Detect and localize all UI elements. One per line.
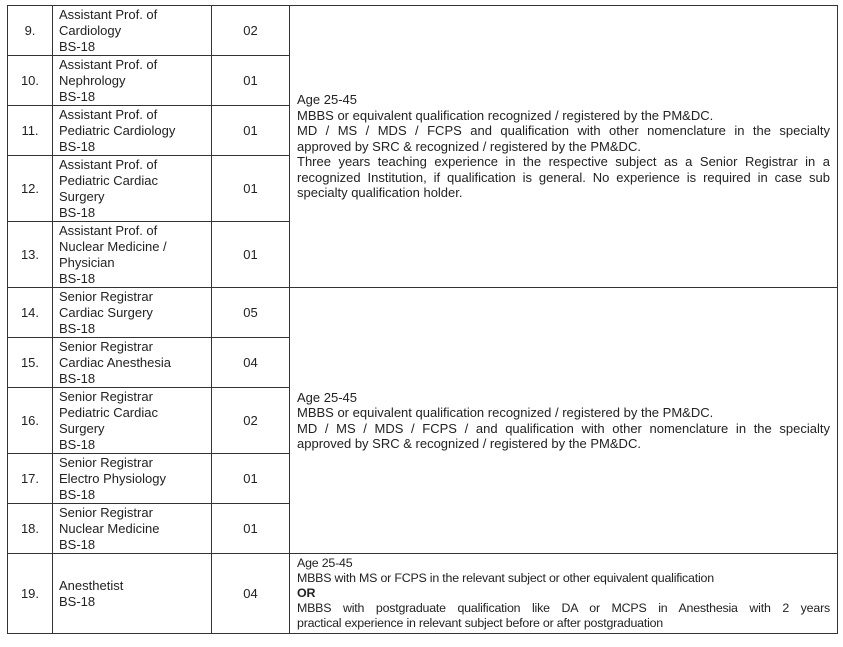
requirement-line: MBBS or equivalent qualification recogni… [297, 405, 714, 420]
table-row: 19. Anesthetist BS-18 04 Age 25-45 MBBS … [7, 553, 838, 634]
requirement-line: Age 25-45 [297, 389, 357, 405]
position-cell: Anesthetist BS-18 [52, 553, 212, 634]
vacancy-count: 01 [211, 55, 290, 106]
table-row: 17. Senior Registrar Electro Physiology … [7, 453, 838, 504]
row-number: 11. [7, 105, 53, 156]
requirements-cell-group1: Age 25-45 MBBS or equivalent qualificati… [289, 5, 838, 288]
vacancy-count: 05 [211, 287, 290, 338]
requirement-line: Three years teaching experience in the r… [297, 154, 830, 170]
vacancy-count: 01 [211, 221, 290, 288]
position-cell: Assistant Prof. of Pediatric Cardiac Sur… [52, 155, 212, 222]
position-cell: Senior Registrar Cardiac Surgery BS-18 [52, 287, 212, 338]
vacancy-count: 01 [211, 453, 290, 504]
row-number: 13. [7, 221, 53, 288]
row-number: 18. [7, 503, 53, 554]
table-row: 10. Assistant Prof. of Nephrology BS-18 … [7, 55, 838, 106]
table-row: 13. Assistant Prof. of Nuclear Medicine … [7, 221, 838, 288]
table-row: 15. Senior Registrar Cardiac Anesthesia … [7, 337, 838, 388]
vacancy-count: 02 [211, 387, 290, 454]
row-number: 10. [7, 55, 53, 106]
table-row: 16. Senior Registrar Pediatric Cardiac S… [7, 387, 838, 454]
vacancy-count: 01 [211, 503, 290, 554]
vacancy-count: 01 [211, 105, 290, 156]
requirement-line: Age 25-45 [297, 92, 357, 108]
vacancy-count: 01 [211, 155, 290, 222]
requirements-cell-group3: Age 25-45 MBBS with MS or FCPS in the re… [289, 553, 838, 634]
requirement-line: Age 25-45 [297, 556, 353, 570]
position-cell: Senior Registrar Pediatric Cardiac Surge… [52, 387, 212, 454]
position-cell: Senior Registrar Electro Physiology BS-1… [52, 453, 212, 504]
position-cell: Senior Registrar Cardiac Anesthesia BS-1… [52, 337, 212, 388]
vacancy-count: 02 [211, 5, 290, 56]
row-number: 14. [7, 287, 53, 338]
vacancies-table: 9. Assistant Prof. of Cardiology BS-18 0… [7, 5, 838, 634]
requirement-line: MBBS with MS or FCPS in the relevant sub… [297, 571, 714, 585]
position-cell: Assistant Prof. of Nephrology BS-18 [52, 55, 212, 106]
requirements-cell-group2: Age 25-45 MBBS or equivalent qualificati… [289, 287, 838, 554]
table-row: 9. Assistant Prof. of Cardiology BS-18 0… [7, 5, 838, 288]
position-cell: Assistant Prof. of Cardiology BS-18 [52, 5, 212, 56]
requirement-line: MBBS or equivalent qualification recogni… [297, 107, 714, 123]
requirement-line: approved by SRC & recognized / registere… [297, 436, 641, 451]
requirement-line: specialty qualification holder. [297, 185, 463, 201]
position-cell: Assistant Prof. of Pediatric Cardiology … [52, 105, 212, 156]
vacancy-count: 04 [211, 337, 290, 388]
vacancy-count: 04 [211, 553, 290, 634]
row-number: 16. [7, 387, 53, 454]
row-number: 17. [7, 453, 53, 504]
row-number: 19. [7, 553, 53, 634]
requirement-line: MD / MS / MDS / FCPS and qualification w… [297, 123, 830, 139]
requirement-line: OR [297, 586, 316, 600]
table-row: 18. Senior Registrar Nuclear Medicine BS… [7, 503, 838, 554]
requirement-line: MD / MS / MDS / FCPS / and qualification… [297, 420, 830, 436]
requirement-line: recognized Institution, if qualification… [297, 169, 830, 185]
table-row: 14. Senior Registrar Cardiac Surgery BS-… [7, 287, 838, 554]
table-row: 12. Assistant Prof. of Pediatric Cardiac… [7, 155, 838, 222]
row-number: 15. [7, 337, 53, 388]
row-number: 9. [7, 5, 53, 56]
requirement-line: approved by SRC & recognized / registere… [297, 138, 641, 154]
row-number: 12. [7, 155, 53, 222]
requirement-line: practical experience in relevant subject… [297, 616, 664, 630]
position-cell: Senior Registrar Nuclear Medicine BS-18 [52, 503, 212, 554]
table-row: 11. Assistant Prof. of Pediatric Cardiol… [7, 105, 838, 156]
requirement-line: MBBS with postgraduate qualification lik… [297, 601, 830, 615]
position-cell: Assistant Prof. of Nuclear Medicine / Ph… [52, 221, 212, 288]
